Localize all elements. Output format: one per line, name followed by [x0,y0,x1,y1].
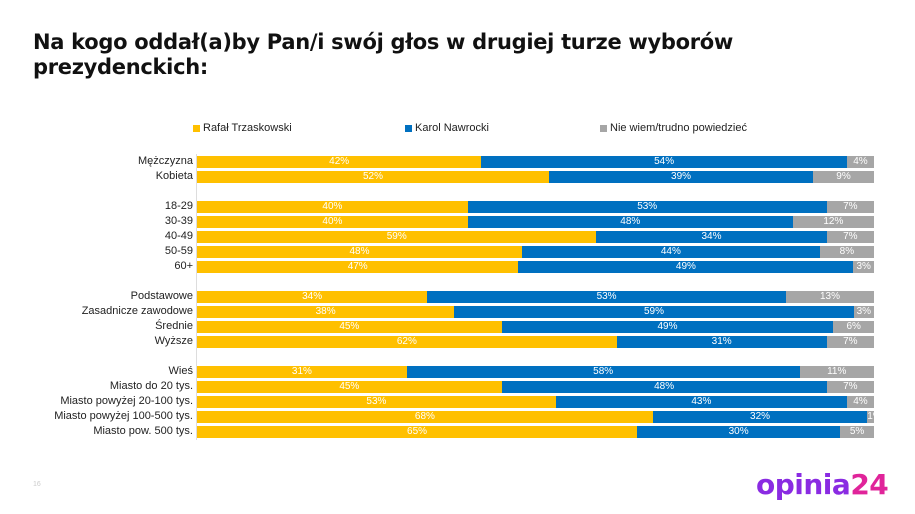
bar-segment: 49% [518,261,854,273]
bar-segment: 1% [867,411,874,423]
bar-segment: 7% [826,231,874,243]
bar-segment: 6% [833,321,874,333]
bar-segment: 48% [467,216,793,228]
bar-segment: 59% [454,306,854,318]
category-label: 60+ [174,260,193,272]
legend-item: Nie wiem/trudno powiedzieć [600,122,747,134]
category-axis [196,154,197,440]
category-label: Wieś [168,365,193,377]
bar-segment: 53% [197,396,556,408]
bar-segment: 32% [652,411,868,423]
bar-segment: 7% [826,336,874,348]
bar-segment: 53% [427,291,786,303]
bar-segment: 38% [197,306,455,318]
bar-segment: 42% [197,156,482,168]
category-label: 50-59 [164,245,193,257]
bar-segment: 68% [197,411,653,423]
page-number: 16 [33,481,41,488]
bar-segment: 53% [467,201,827,213]
bar-segment: 39% [549,171,814,183]
category-label: 30-39 [164,215,193,227]
bar-segment: 65% [197,426,638,438]
bar-segment: 45% [197,321,502,333]
bar-segment: 4% [846,156,874,168]
bar-segment: 54% [481,156,847,168]
bar-segment: 47% [197,261,519,273]
bar-segment: 58% [406,366,800,378]
bar-segment: 40% [197,216,468,228]
bar-segment: 30% [637,426,841,438]
category-label: Miasto powyżej 20-100 tys. [60,395,193,407]
bar-segment: 43% [555,396,847,408]
bar-segment: 45% [197,381,502,393]
bar-segment: 59% [197,231,597,243]
bar-segment: 34% [197,291,428,303]
bar-segment: 7% [826,201,874,213]
bar-segment: 12% [792,216,874,228]
legend-label: Karol Nawrocki [415,122,489,134]
category-label: Miasto powyżej 100-500 tys. [54,410,193,422]
category-label: Miasto do 20 tys. [109,380,193,392]
bar-segment: 49% [501,321,834,333]
category-label: 40-49 [164,230,193,242]
legend-swatch [600,124,607,132]
bar-segment: 62% [197,336,617,348]
bar-segment: 44% [521,246,820,258]
bar-segment: 3% [853,261,874,273]
category-label: Miasto pow. 500 tys. [93,425,193,437]
bar-segment: 31% [197,366,407,378]
bar-segment: 48% [197,246,522,258]
bar-segment: 9% [813,171,874,183]
bar-segment: 52% [197,171,550,183]
category-label: Mężczyzna [137,155,193,167]
category-label: Kobieta [155,170,193,182]
bar-segment: 40% [197,201,468,213]
legend-item: Karol Nawrocki [405,122,489,134]
bar-segment: 7% [826,381,874,393]
category-label: Podstawowe [130,290,193,302]
legend-swatch [193,124,200,132]
legend-item: Rafał Trzaskowski [193,122,292,134]
category-label: Zasadnicze zawodowe [81,305,193,317]
bar-segment: 5% [840,426,874,438]
bar-segment: 34% [596,231,827,243]
category-label: Wyższe [154,335,193,347]
bar-segment: 11% [799,366,874,378]
opinia24-logo: opinia24 [756,468,889,501]
bar-segment: 4% [846,396,874,408]
legend-label: Nie wiem/trudno powiedzieć [610,122,747,134]
page-title: Na kogo oddał(a)by Pan/i swój głos w dru… [33,30,734,79]
legend-label: Rafał Trzaskowski [203,122,292,134]
bar-segment: 31% [616,336,827,348]
legend-swatch [405,124,412,132]
bar-segment: 13% [785,291,874,303]
bar-segment: 48% [501,381,827,393]
category-label: Średnie [155,320,193,332]
bar-segment: 3% [853,306,874,318]
bar-segment: 8% [819,246,874,258]
category-label: 18-29 [164,200,193,212]
